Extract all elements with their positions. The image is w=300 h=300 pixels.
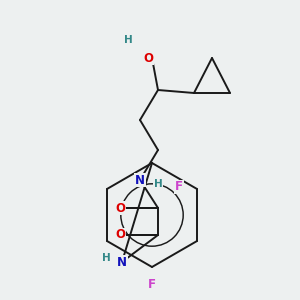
Text: F: F	[175, 181, 183, 194]
Text: N: N	[117, 256, 127, 268]
Text: H: H	[154, 179, 162, 189]
Text: F: F	[148, 278, 156, 292]
Text: O: O	[115, 202, 125, 214]
Text: O: O	[143, 52, 153, 64]
Text: H: H	[102, 253, 110, 263]
Text: O: O	[115, 229, 125, 242]
Text: N: N	[135, 173, 145, 187]
Text: H: H	[124, 35, 132, 45]
